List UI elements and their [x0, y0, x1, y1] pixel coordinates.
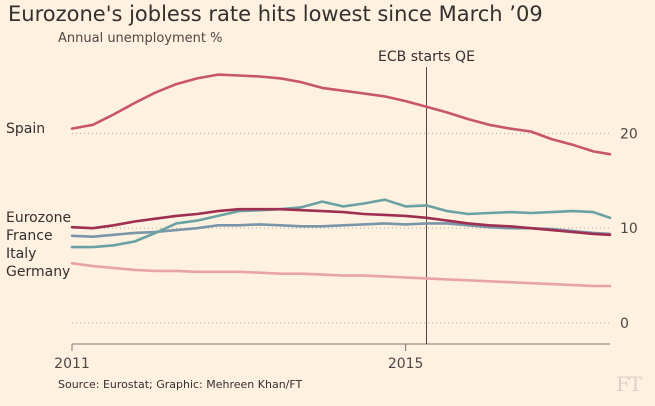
series-label-france: France	[6, 228, 53, 244]
source-note: Source: Eurostat; Graphic: Mehreen Khan/…	[58, 378, 303, 391]
chart-title: Eurozone's jobless rate hits lowest sinc…	[8, 2, 543, 26]
y-tick-label: 0	[620, 316, 629, 332]
y-tick-label: 20	[620, 126, 638, 142]
annotation-label: ECB starts QE	[378, 49, 475, 65]
series-label-italy: Italy	[6, 246, 36, 262]
series-line-eurozone	[70, 207, 612, 237]
series-labels: Spain Eurozone France Italy Germany	[6, 121, 71, 280]
y-tick-label: 10	[620, 221, 638, 237]
series-label-spain: Spain	[6, 121, 45, 137]
x-tick-label: 2011	[54, 356, 90, 372]
x-tick-label: 2015	[388, 356, 424, 372]
series-label-germany: Germany	[6, 264, 70, 280]
series-line-italy	[70, 198, 612, 249]
ft-logo: FT	[616, 372, 642, 396]
series-line-spain	[70, 73, 612, 156]
qe-annotation: ECB starts QE	[378, 49, 475, 344]
series-lines	[70, 73, 612, 288]
axes: 0 10 20 2011 2015	[54, 126, 638, 372]
series-label-eurozone: Eurozone	[6, 210, 71, 226]
series-line-germany	[70, 262, 612, 288]
chart-subtitle: Annual unemployment %	[58, 31, 223, 46]
